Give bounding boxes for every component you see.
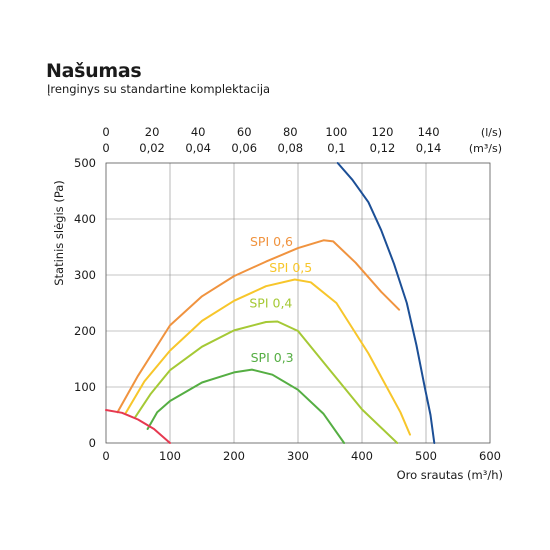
top-tick-label-ls: 80 (283, 125, 298, 139)
top-axis-unit-ls: (l/s) (481, 126, 502, 139)
top-tick-label-ls: 140 (418, 125, 440, 139)
x-tick-label: 200 (223, 449, 245, 463)
top-tick-label-ls: 60 (237, 125, 252, 139)
series-label: SPI 0,3 (251, 350, 294, 365)
top-tick-label-m3s: 0,08 (278, 141, 304, 155)
y-tick-label: 500 (74, 156, 96, 170)
y-tick-label: 100 (74, 380, 96, 394)
top-tick-label-m3s: 0,12 (370, 141, 396, 155)
chart-subtitle: Įrenginys su standartine komplektacija (47, 82, 271, 96)
y-tick-label: 0 (89, 436, 96, 450)
series-line (146, 368, 346, 444)
series-line (336, 162, 436, 444)
x-axis-label: Oro srautas (m³/h) (397, 468, 503, 482)
y-tick-label: 200 (74, 324, 96, 338)
top-tick-label-ls: 0 (102, 125, 109, 139)
plot-frame (105, 162, 491, 444)
top-tick-label-m3s: 0,1 (327, 141, 345, 155)
top-tick-label-m3s: 0,06 (231, 141, 257, 155)
top-tick-label-m3s: 0 (102, 141, 109, 155)
top-tick-label-ls: 20 (145, 125, 160, 139)
series-line (133, 320, 399, 444)
grid (106, 163, 490, 443)
series-label: SPI 0,4 (249, 295, 292, 310)
series-line (116, 239, 401, 414)
top-tick-label-ls: 120 (372, 125, 394, 139)
top-tick-label-m3s: 0,02 (139, 141, 165, 155)
x-tick-label: 500 (415, 449, 437, 463)
top-tick-label-ls: 100 (325, 125, 347, 139)
x-tick-label: 100 (159, 449, 181, 463)
x-tick-label: 400 (351, 449, 373, 463)
series-line (105, 409, 171, 444)
top-tick-label-ls: 40 (191, 125, 206, 139)
series-labels: SPI 0,6 SPI 0,5 SPI 0,4 SPI 0,3 (249, 234, 312, 365)
y-tick-label: 300 (74, 268, 96, 282)
y-tick-label: 400 (74, 212, 96, 226)
top-tick-label-m3s: 0,04 (185, 141, 211, 155)
top-axis-unit-m3s: (m³/s) (469, 142, 502, 155)
x-tick-label: 300 (287, 449, 309, 463)
series-label: SPI 0,6 (250, 234, 293, 249)
chart-title: Našumas (46, 60, 142, 82)
top-tick-label-m3s: 0,14 (416, 141, 442, 155)
y-axis-label: Statinis slėgis (Pa) (52, 180, 66, 286)
series-line (124, 278, 411, 436)
x-tick-label: 600 (479, 449, 501, 463)
series-label: SPI 0,5 (269, 260, 312, 275)
series-lines (105, 162, 436, 444)
x-tick-label: 0 (102, 449, 109, 463)
